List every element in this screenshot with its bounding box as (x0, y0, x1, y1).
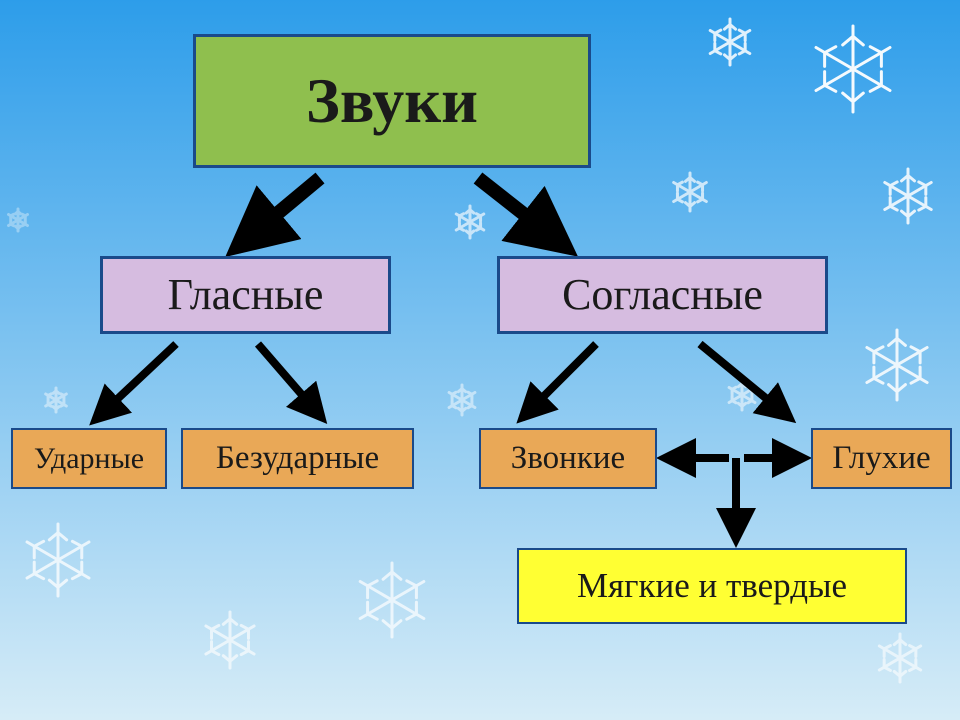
node-stressed-label: Ударные (34, 442, 144, 475)
node-voiced-label: Звонкие (511, 440, 625, 476)
node-consonants: Согласные (497, 256, 828, 334)
node-soft-hard-label: Мягкие и твердые (577, 567, 847, 606)
diagram-stage: Звуки Гласные Согласные Ударные Безударн… (0, 0, 960, 720)
node-stressed: Ударные (11, 428, 167, 489)
node-voiceless: Глухие (811, 428, 952, 489)
node-vowels: Гласные (100, 256, 391, 334)
node-consonants-label: Согласные (562, 271, 763, 319)
node-unstressed-label: Безударные (216, 440, 379, 476)
node-sounds: Звуки (193, 34, 591, 168)
node-voiced: Звонкие (479, 428, 657, 489)
node-sounds-label: Звуки (306, 66, 478, 136)
node-soft-hard: Мягкие и твердые (517, 548, 907, 624)
node-voiceless-label: Глухие (832, 440, 930, 476)
node-unstressed: Безударные (181, 428, 414, 489)
node-vowels-label: Гласные (168, 271, 324, 319)
